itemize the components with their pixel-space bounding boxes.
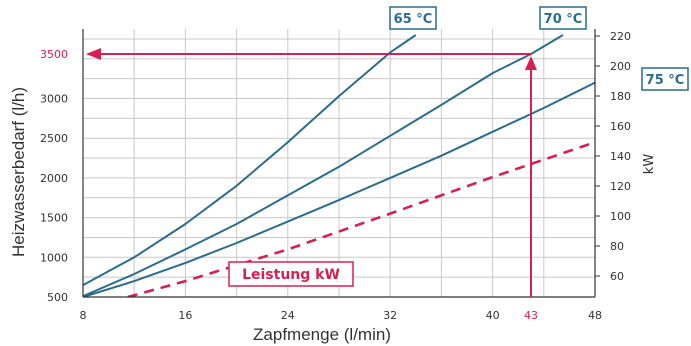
highlight-y-label: 3500 [40,48,68,61]
x-tick-label: 40 [486,309,500,322]
arrow-up-icon [525,56,537,71]
x-tick-label: 48 [588,309,602,322]
tag-75: 75 °C [641,67,689,91]
x-axis-label: Zapfmenge (l/min) [253,325,391,344]
x-tick-label: 32 [383,309,397,322]
tag-leistung-label: Leistung kW [242,267,340,283]
series-line-4 [127,140,595,297]
highlight-x-label: 43 [524,309,538,322]
series-lines [83,34,595,297]
series-line-2 [83,34,564,297]
tag-75-label: 75 °C [646,73,685,88]
tag-65-label: 65 °C [394,12,433,27]
tag-65: 65 °C [389,6,437,30]
tag-70: 70 °C [539,6,587,30]
y-tick-label: 1000 [40,251,68,264]
annotations: 3500 43 [40,48,538,322]
y-tick-label: 500 [47,291,68,304]
y2-tick-label: 80 [610,240,624,253]
y-tick-label: 2500 [40,132,68,145]
y-tick-label: 1500 [40,212,68,225]
y2-tick-label: 160 [610,120,631,133]
x-tick-label: 24 [281,309,295,322]
series-line-3 [83,81,595,297]
tick-labels: 8 16 24 32 40 48 1000 1500 2000 2500 3000 500 60 80 10… [40,30,631,322]
y-tick-label: 2000 [40,172,68,185]
x-tick-label: 16 [178,309,192,322]
y2-tick-label: 140 [610,150,631,163]
y2-tick-label: 60 [610,270,624,283]
y2-tick-label: 180 [610,90,631,103]
y2-tick-label: 200 [610,60,631,73]
tag-leistung: Leistung kW [228,261,354,287]
y2-tick-label: 120 [610,180,631,193]
y2-tick-label: 220 [610,30,631,43]
y2-tick-label: 100 [610,210,631,223]
axes [82,29,600,298]
y-tick-label: 3000 [40,93,68,106]
y2-axis-label: kW [642,154,657,175]
grid [82,29,596,298]
x-tick-label: 8 [80,309,87,322]
tag-70-label: 70 °C [544,12,583,27]
arrow-left-icon [86,48,101,61]
y-axis-label: Heizwasserbedarf (l/h) [9,87,28,257]
series-line-1 [83,34,417,286]
